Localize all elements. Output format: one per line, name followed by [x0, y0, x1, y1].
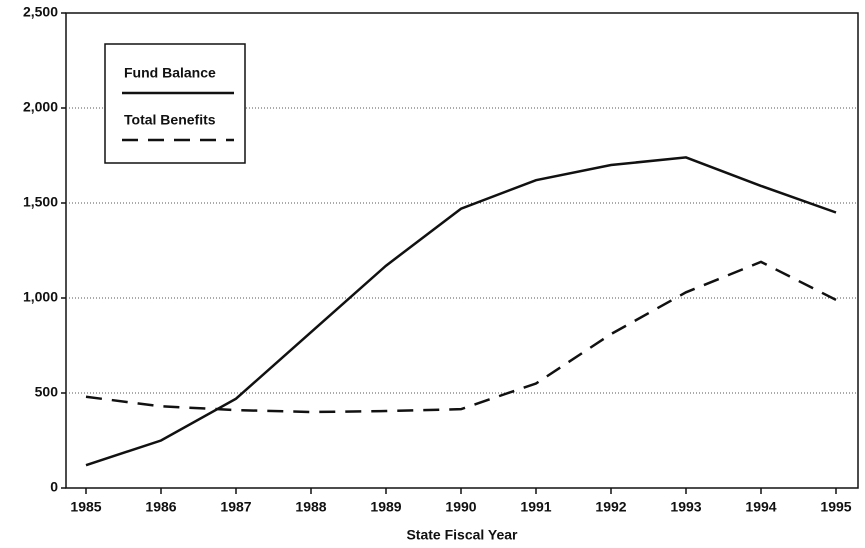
data-line	[85, 260, 837, 414]
legend-box	[104, 43, 246, 164]
x-tick-label: 1988	[295, 499, 326, 515]
x-tick-label: 1985	[70, 499, 101, 515]
x-tick-label: 1994	[745, 499, 776, 515]
x-tick-label: 1992	[595, 499, 626, 515]
x-axis-label: State Fiscal Year	[406, 527, 518, 543]
y-tick-label: 1,000	[23, 289, 58, 305]
plot-frame	[65, 12, 859, 489]
x-tick-label: 1993	[670, 499, 701, 515]
y-tick-label: 2,000	[23, 99, 58, 115]
x-tick-label: 1995	[820, 499, 851, 515]
legend-label: Fund Balance	[124, 65, 216, 81]
data-line	[85, 156, 837, 467]
x-tick-label: 1990	[445, 499, 476, 515]
x-tick-label: 1989	[370, 499, 401, 515]
y-tick-label: 0	[50, 479, 58, 495]
y-tick-label: 2,500	[23, 4, 58, 20]
x-tick-label: 1986	[145, 499, 176, 515]
legend-label: Total Benefits	[124, 112, 216, 128]
y-tick-label: 500	[35, 384, 59, 400]
x-tick-label: 1987	[220, 499, 251, 515]
y-tick-label: 1,500	[23, 194, 58, 210]
x-tick-label: 1991	[520, 499, 551, 515]
